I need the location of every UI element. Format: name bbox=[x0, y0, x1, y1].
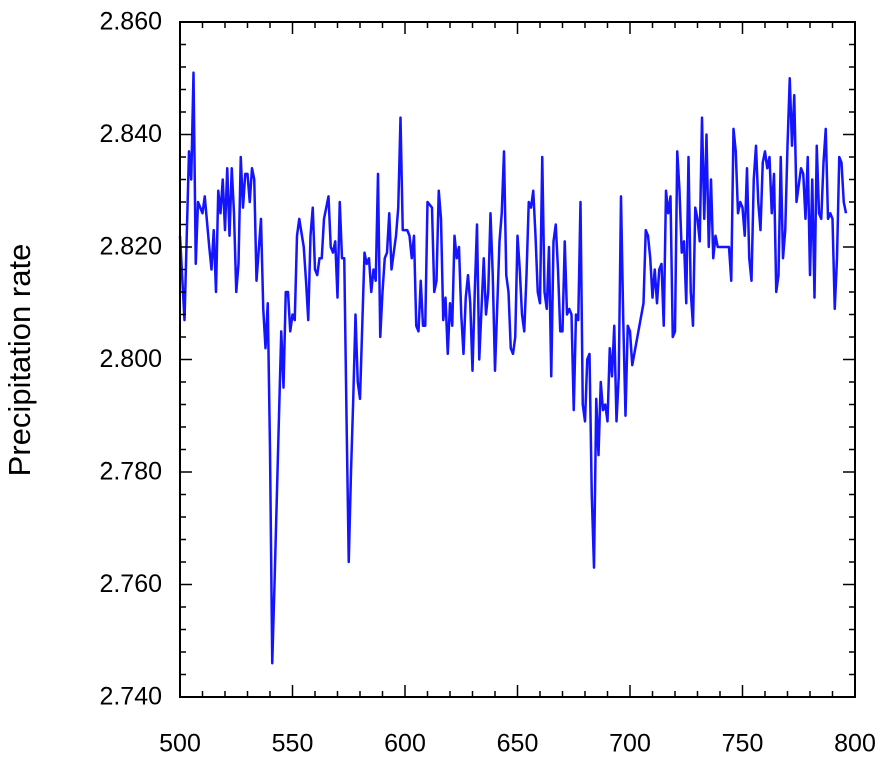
y-tick-label: 2.800 bbox=[99, 345, 162, 373]
y-tick-label: 2.840 bbox=[99, 120, 162, 148]
y-tick-label: 2.780 bbox=[99, 458, 162, 486]
y-tick-label: 2.860 bbox=[99, 8, 162, 36]
y-axis-label: Precipitation rate bbox=[2, 244, 37, 477]
y-tick-label: 2.820 bbox=[99, 233, 162, 261]
y-tick-label: 2.760 bbox=[99, 570, 162, 598]
x-tick-label: 550 bbox=[272, 730, 314, 758]
x-tick-label: 800 bbox=[834, 730, 876, 758]
x-tick-label: 700 bbox=[609, 730, 651, 758]
y-tick-label: 2.740 bbox=[99, 683, 162, 711]
data-line bbox=[178, 71, 848, 665]
x-tick-label: 750 bbox=[722, 730, 764, 758]
x-tick-label: 500 bbox=[159, 730, 201, 758]
x-tick-label: 650 bbox=[497, 730, 539, 758]
x-tick-label: 600 bbox=[384, 730, 426, 758]
